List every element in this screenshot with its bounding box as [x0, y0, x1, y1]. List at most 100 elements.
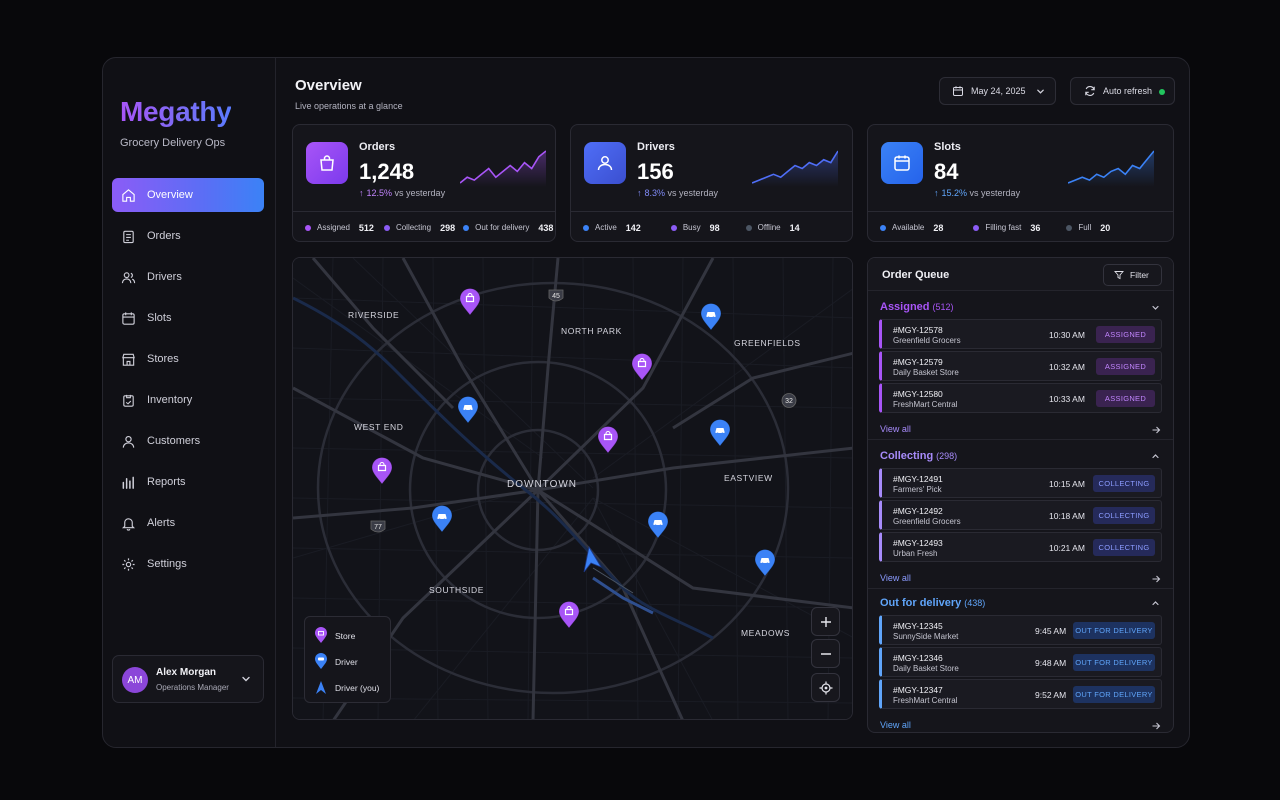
sparkline-area: [1068, 151, 1154, 187]
store-pin-icon[interactable]: [558, 601, 580, 629]
order-id: #MGY-12578: [893, 325, 943, 335]
section-title[interactable]: Out for delivery (438): [880, 597, 986, 609]
table-row[interactable]: #MGY-12346 Daily Basket Store 9:48 AM OU…: [879, 647, 1162, 677]
table-row[interactable]: #MGY-12491 Farmers' Pick 10:15 AM COLLEC…: [879, 468, 1162, 498]
map-label-southside: SOUTHSIDE: [429, 585, 484, 595]
brand-logo: Megathy: [120, 96, 232, 127]
driver-pin-icon[interactable]: [754, 549, 776, 577]
bar-chart-icon: [122, 476, 134, 489]
driver-pin-icon[interactable]: [700, 303, 722, 331]
section-title[interactable]: Collecting (298): [880, 450, 958, 462]
sidebar-item-overview[interactable]: Overview: [112, 178, 264, 212]
order-queue-panel: Order Queue Filter Assigned (512) #MGY-12…: [867, 257, 1174, 733]
table-row[interactable]: #MGY-12579 Daily Basket Store 10:32 AM A…: [879, 351, 1162, 381]
arrow-right-icon[interactable]: [1151, 574, 1161, 584]
view-all-link[interactable]: View all: [880, 720, 911, 730]
order-queue-header: Order Queue Filter: [868, 258, 1173, 291]
user-menu[interactable]: AM Alex Morgan Operations Manager: [112, 655, 264, 703]
sidebar-item-reports[interactable]: Reports: [112, 465, 264, 499]
gear-icon: [122, 557, 135, 571]
locate-me-button[interactable]: [811, 673, 840, 702]
sidebar-item-customers[interactable]: Customers: [112, 424, 264, 458]
chevron-up-icon[interactable]: [1151, 599, 1160, 608]
status-dot: [745, 224, 752, 231]
sidebar-item-orders[interactable]: Orders: [112, 219, 264, 253]
order-id: #MGY-12580: [893, 389, 943, 399]
sidebar-item-label: Stores: [147, 353, 179, 365]
card-delta: ↑ 12.5% vs yesterday: [359, 188, 446, 198]
zoom-in-button[interactable]: [811, 607, 840, 636]
order-time: 10:30 AM: [1049, 330, 1085, 340]
order-id: #MGY-12493: [893, 538, 943, 548]
box-icon: [123, 394, 134, 407]
minus-icon: [820, 652, 831, 655]
navigation-arrow-icon[interactable]: [579, 545, 603, 573]
stat-collecting: Collecting 298: [383, 223, 455, 233]
stat-card-slots[interactable]: Slots 84 ↑ 15.2% vs yesterday Available 2…: [867, 124, 1174, 242]
stat-busy: Busy 98: [670, 223, 720, 233]
users-icon: [121, 271, 136, 283]
status-dot: [305, 224, 311, 231]
sidebar-item-label: Orders: [147, 230, 181, 242]
live-map[interactable]: RIVERSIDE NORTH PARK GREENFIELDS WEST EN…: [292, 257, 853, 720]
sidebar-item-settings[interactable]: Settings: [112, 547, 264, 581]
section-title[interactable]: Assigned (512): [880, 301, 954, 313]
filter-icon: [1114, 271, 1124, 280]
arrow-right-icon[interactable]: [1151, 425, 1161, 435]
chevron-down-icon: [242, 676, 250, 682]
home-icon: [122, 188, 135, 202]
zoom-out-button[interactable]: [811, 639, 840, 668]
sparkline-area: [460, 151, 546, 187]
table-row[interactable]: #MGY-12493 Urban Fresh 10:21 AM COLLECTI…: [879, 532, 1162, 562]
map-label-eastview: EASTVIEW: [724, 473, 773, 483]
legend-store: Store: [314, 627, 355, 644]
card-footer: Available 28 Filling fast 36 Full 20: [868, 211, 1173, 243]
page-title: Overview: [295, 77, 362, 94]
order-time: 9:45 AM: [1035, 626, 1067, 636]
map-legend: Store Driver Driver (you): [304, 616, 391, 703]
date-picker-button[interactable]: May 24, 2025: [939, 77, 1056, 105]
chevron-up-icon[interactable]: [1151, 452, 1160, 461]
store-pin-icon[interactable]: [459, 288, 481, 316]
driver-pin-icon[interactable]: [709, 419, 731, 447]
page-subtitle: Live operations at a glance: [295, 101, 403, 111]
sidebar-item-drivers[interactable]: Drivers: [112, 260, 264, 294]
section-divider: [868, 439, 1173, 440]
view-all-link[interactable]: View all: [880, 424, 911, 434]
queue-section-assigned: Assigned (512) #MGY-12578 Greenfield Groc…: [868, 291, 1173, 440]
section-count: (512): [932, 302, 954, 312]
order-id: #MGY-12492: [893, 506, 943, 516]
status-dot: [670, 224, 677, 231]
table-row[interactable]: #MGY-12492 Greenfield Grocers 10:18 AM C…: [879, 500, 1162, 530]
sidebar-item-inventory[interactable]: Inventory: [112, 383, 264, 417]
driver-pin-icon[interactable]: [647, 511, 669, 539]
filter-button[interactable]: Filter: [1103, 264, 1162, 286]
stat-card-drivers[interactable]: Drivers 156 ↑ 8.3% vs yesterday Active 14…: [570, 124, 853, 242]
calendar-icon: [881, 142, 923, 184]
store-pin-icon[interactable]: [631, 353, 653, 381]
driver-pin-icon[interactable]: [431, 505, 453, 533]
chevron-down-icon[interactable]: [1151, 303, 1160, 312]
table-row[interactable]: #MGY-12347 FreshMart Central 9:52 AM OUT…: [879, 679, 1162, 709]
auto-refresh-button[interactable]: Auto refresh: [1070, 77, 1175, 105]
view-all-link[interactable]: View all: [880, 573, 911, 583]
driver-pin-icon[interactable]: [457, 396, 479, 424]
sidebar-item-slots[interactable]: Slots: [112, 301, 264, 335]
table-row[interactable]: #MGY-12580 FreshMart Central 10:33 AM AS…: [879, 383, 1162, 413]
stat-card-orders[interactable]: Orders 1,248 ↑ 12.5% vs yesterday Assigne…: [292, 124, 556, 242]
sparkline-chart: [460, 150, 546, 187]
map-label-downtown: DOWNTOWN: [507, 479, 578, 490]
queue-section-collecting: Collecting (298) #MGY-12491 Farmers' Pick…: [868, 440, 1173, 589]
table-row[interactable]: #MGY-12345 SunnySide Market 9:45 AM OUT …: [879, 615, 1162, 645]
sidebar-item-stores[interactable]: Stores: [112, 342, 264, 376]
table-row[interactable]: #MGY-12578 Greenfield Grocers 10:30 AM A…: [879, 319, 1162, 349]
order-id: #MGY-12491: [893, 474, 943, 484]
status-badge: COLLECTING: [1093, 475, 1155, 492]
card-footer: Active 142 Busy 98 Offline 14: [571, 211, 852, 243]
arrow-right-icon[interactable]: [1151, 721, 1161, 731]
store-pin-icon: [315, 627, 327, 643]
sidebar-item-alerts[interactable]: Alerts: [112, 506, 264, 540]
store-pin-icon[interactable]: [597, 426, 619, 454]
status-dot: [973, 224, 980, 231]
store-pin-icon[interactable]: [371, 457, 393, 485]
